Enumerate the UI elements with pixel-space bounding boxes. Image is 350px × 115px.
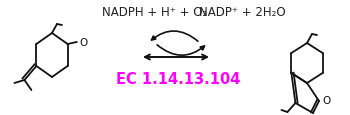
Text: EC 1.14.13.104: EC 1.14.13.104 [116, 72, 240, 87]
Text: NADP⁺ + 2H₂O: NADP⁺ + 2H₂O [199, 6, 285, 19]
Text: O: O [79, 38, 88, 48]
FancyArrowPatch shape [152, 32, 198, 42]
Text: O: O [322, 95, 330, 105]
Text: NADPH + H⁺ + O₂: NADPH + H⁺ + O₂ [102, 6, 208, 19]
FancyArrowPatch shape [157, 45, 204, 56]
